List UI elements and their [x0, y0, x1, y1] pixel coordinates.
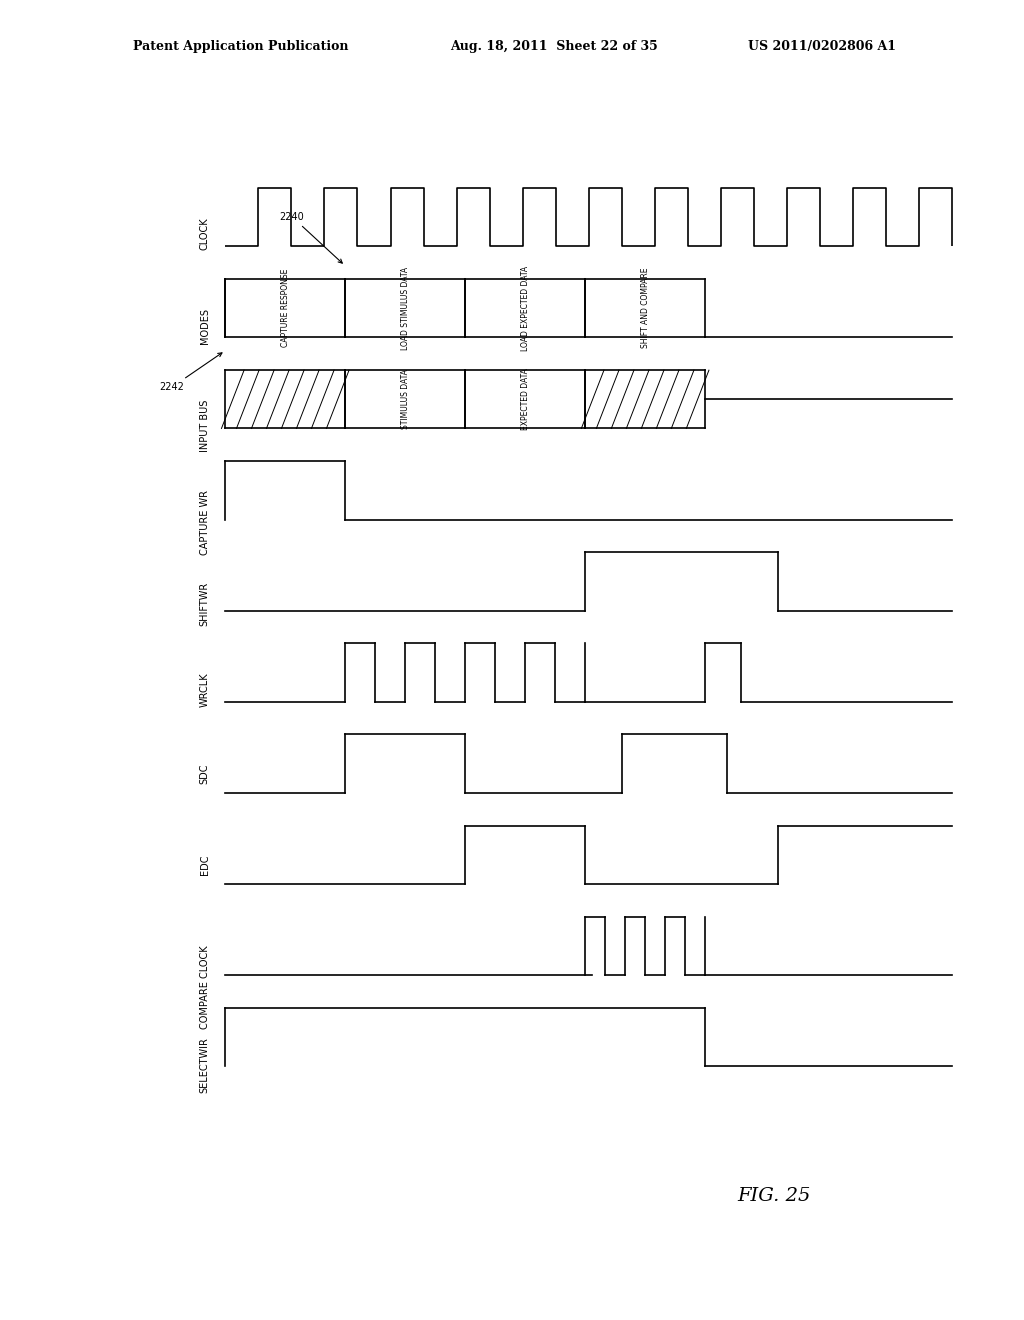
Text: COMPARE CLOCK: COMPARE CLOCK — [200, 945, 210, 1030]
Text: MODES: MODES — [200, 309, 210, 345]
Text: SDC: SDC — [200, 763, 210, 784]
Text: SHIFT AND COMPARE: SHIFT AND COMPARE — [641, 268, 649, 348]
Text: US 2011/0202806 A1: US 2011/0202806 A1 — [748, 40, 896, 53]
Text: SELECTWIR: SELECTWIR — [200, 1038, 210, 1093]
Text: CAPTURE WR: CAPTURE WR — [200, 490, 210, 556]
Text: LOAD EXPECTED DATA: LOAD EXPECTED DATA — [520, 265, 529, 351]
Text: 2240: 2240 — [280, 211, 342, 263]
Text: STIMULUS DATA: STIMULUS DATA — [400, 370, 410, 429]
Text: Patent Application Publication: Patent Application Publication — [133, 40, 348, 53]
Text: EXPECTED DATA: EXPECTED DATA — [520, 368, 529, 430]
Text: CAPTURE RESPONSE: CAPTURE RESPONSE — [281, 269, 290, 347]
Text: INPUT BUS: INPUT BUS — [200, 399, 210, 451]
Text: CLOCK: CLOCK — [200, 216, 210, 249]
Text: FIG. 25: FIG. 25 — [737, 1187, 811, 1205]
Text: EDC: EDC — [200, 855, 210, 875]
Text: SHIFTWR: SHIFTWR — [200, 581, 210, 626]
Text: LOAD STIMULUS DATA: LOAD STIMULUS DATA — [400, 267, 410, 350]
Text: WRCLK: WRCLK — [200, 672, 210, 708]
Text: 2242: 2242 — [160, 352, 222, 392]
Text: Aug. 18, 2011  Sheet 22 of 35: Aug. 18, 2011 Sheet 22 of 35 — [451, 40, 658, 53]
